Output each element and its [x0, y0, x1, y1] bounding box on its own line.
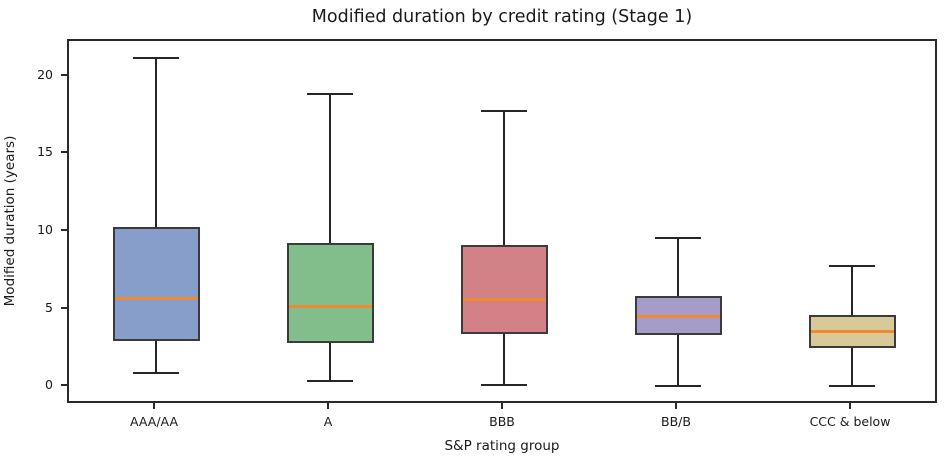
y-tick-label: 5 [45, 299, 53, 315]
median-line [288, 304, 372, 308]
x-axis-label: S&P rating group [444, 438, 560, 454]
cap-lower [307, 379, 353, 382]
y-tick-label: 15 [37, 144, 53, 160]
whisker-lower [155, 340, 157, 374]
cap-upper [829, 265, 875, 268]
x-tick [675, 403, 677, 409]
median-line [462, 297, 546, 301]
y-tick-label: 10 [37, 221, 53, 237]
cap-upper [307, 93, 353, 96]
x-tick-label: AAA/AA [129, 414, 179, 429]
box-rect [112, 226, 200, 341]
whisker-upper [677, 238, 679, 297]
y-tick [61, 306, 67, 309]
x-tick [327, 403, 329, 409]
whisker-lower [503, 334, 505, 385]
x-tick-label: CCC & below [809, 414, 891, 429]
x-tick-label: BB/B [661, 414, 691, 429]
cap-lower [481, 383, 527, 386]
x-tick [153, 403, 155, 409]
x-tick-label: BBB [489, 414, 515, 429]
whisker-lower [329, 342, 331, 381]
y-tick [61, 151, 67, 154]
box-rect [460, 245, 548, 335]
x-tick [501, 403, 503, 409]
x-tick [849, 403, 851, 409]
plot-area [67, 39, 937, 403]
median-line [810, 329, 894, 333]
median-line [636, 314, 720, 318]
whisker-lower [851, 348, 853, 387]
chart-title: Modified duration by credit rating (Stag… [311, 7, 693, 27]
y-tick [61, 228, 67, 231]
cap-upper [133, 57, 179, 60]
y-tick [61, 384, 67, 387]
y-tick-label: 0 [45, 377, 53, 393]
median-line [114, 297, 198, 301]
y-tick [61, 73, 67, 76]
whisker-upper [329, 94, 331, 243]
cap-lower [133, 372, 179, 375]
y-tick-label: 20 [37, 66, 53, 82]
whisker-lower [677, 335, 679, 387]
whisker-upper [503, 111, 505, 246]
whisker-upper [155, 58, 157, 227]
whisker-upper [851, 266, 853, 315]
cap-upper [481, 110, 527, 113]
box-rect [286, 242, 374, 343]
x-tick-label: A [323, 414, 333, 429]
cap-lower [829, 385, 875, 388]
cap-lower [655, 385, 701, 388]
cap-upper [655, 237, 701, 240]
